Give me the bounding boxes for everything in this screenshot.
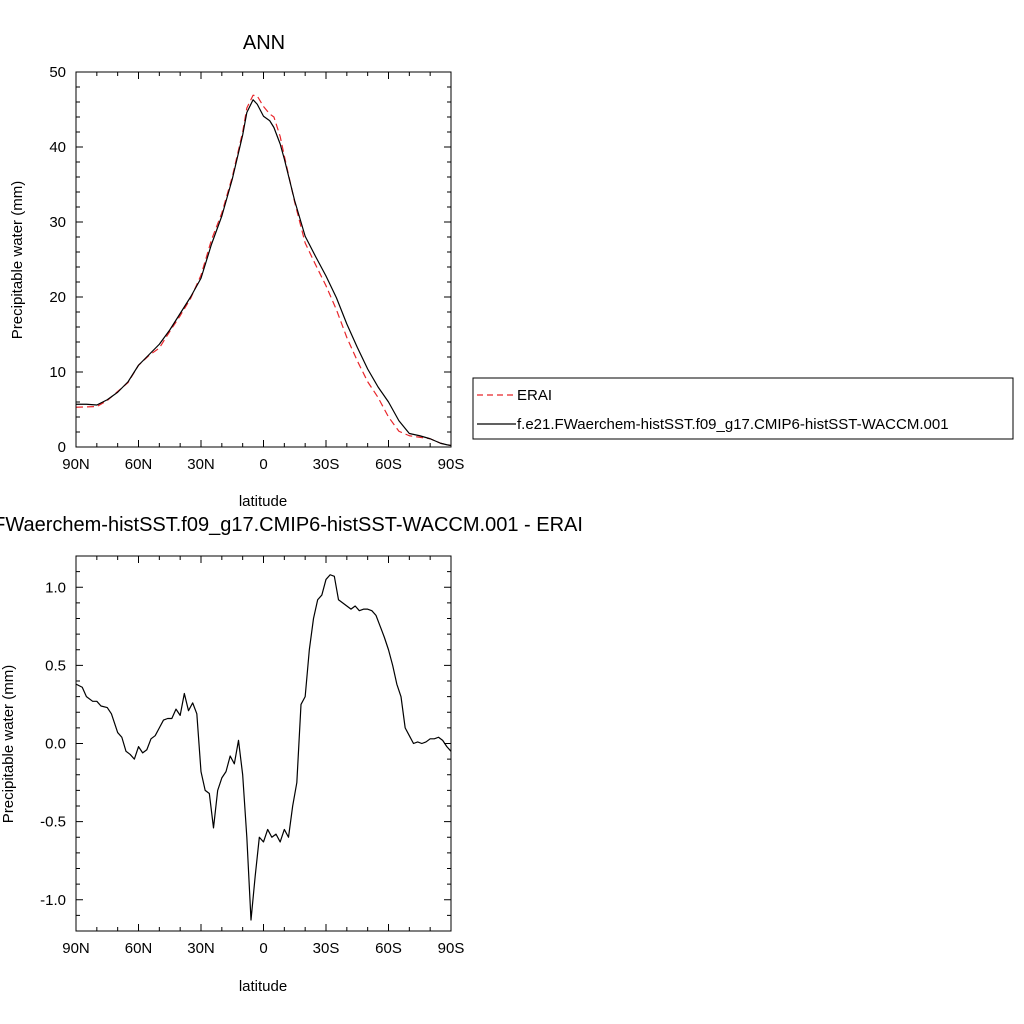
mean-panel-y-tick-label: 10 [49,364,66,381]
difference-panel-x-tick-label: 90S [438,940,465,957]
difference-panel-x-tick-label: 60S [375,940,402,957]
mean-panel-x-tick-label: 30N [187,456,215,473]
difference-panel-x-tick-label: 30N [187,940,215,957]
mean-panel-xlabel: latitude [239,493,287,510]
legend-box [472,377,1014,440]
mean-panel-x-tick-label: 90N [62,456,90,473]
mean-panel: ANN 90N 60N 30N 0 30S 60S 90S 0 10 20 30 40 50 latit… [9,32,464,510]
difference-panel-x-tick-label: 30S [313,940,340,957]
difference-panel-ylabel: Precipitable water (mm) [0,665,17,823]
difference-panel-x-tick-label: 60N [125,940,153,957]
mean-panel-x-tick-label: 60S [375,456,402,473]
mean-panel-series-line-0 [75,94,452,447]
difference-panel: f.e21.FWaerchem-histSST.f09_g17.CMIP6-hi… [0,514,583,995]
mean-panel-y-tick-label: 30 [49,214,66,231]
difference-panel-y-tick-label: -1.0 [40,892,66,909]
legend: ERAI f.e21.FWaerchem-histSST.f09_g17.CMI… [472,377,1014,440]
mean-panel-series [75,94,452,447]
mean-panel-title: ANN [243,32,285,54]
difference-panel-y-tick-label: 0.0 [45,736,66,753]
difference-panel-x-tick-label: 90N [62,940,90,957]
difference-panel-y-tick-label: 1.0 [45,579,66,596]
mean-panel-y-tick-label: 0 [58,439,66,456]
mean-panel-x-tick-label: 30S [313,456,340,473]
legend-erai-label: ERAI [517,387,552,404]
difference-panel-series [75,574,452,921]
mean-panel-frame [75,71,452,448]
difference-panel-axes: 90N 60N 30N 0 30S 60S 90S -1.0 -0.5 0.0 0.5 1.0 [40,555,465,957]
mean-panel-x-tick-label: 60N [125,456,153,473]
mean-panel-ylabel: Precipitable water (mm) [9,181,26,339]
difference-panel-title: f.e21.FWaerchem-histSST.f09_g17.CMIP6-hi… [0,514,583,536]
mean-panel-x-tick-label: 0 [259,456,267,473]
difference-panel-xlabel: latitude [239,978,287,995]
mean-panel-y-tick-label: 40 [49,139,66,156]
difference-panel-frame [75,555,452,932]
mean-panel-y-tick-label: 20 [49,289,66,306]
difference-panel-y-tick-label: -0.5 [40,814,66,831]
mean-panel-x-tick-label: 90S [438,456,465,473]
difference-panel-series-line-0 [75,574,452,921]
mean-panel-y-tick-label: 50 [49,64,66,81]
difference-panel-y-tick-label: 0.5 [45,657,66,674]
difference-panel-x-tick-label: 0 [259,940,267,957]
mean-panel-series-line-1 [76,99,452,447]
legend-model-label: f.e21.FWaerchem-histSST.f09_g17.CMIP6-hi… [517,416,949,433]
